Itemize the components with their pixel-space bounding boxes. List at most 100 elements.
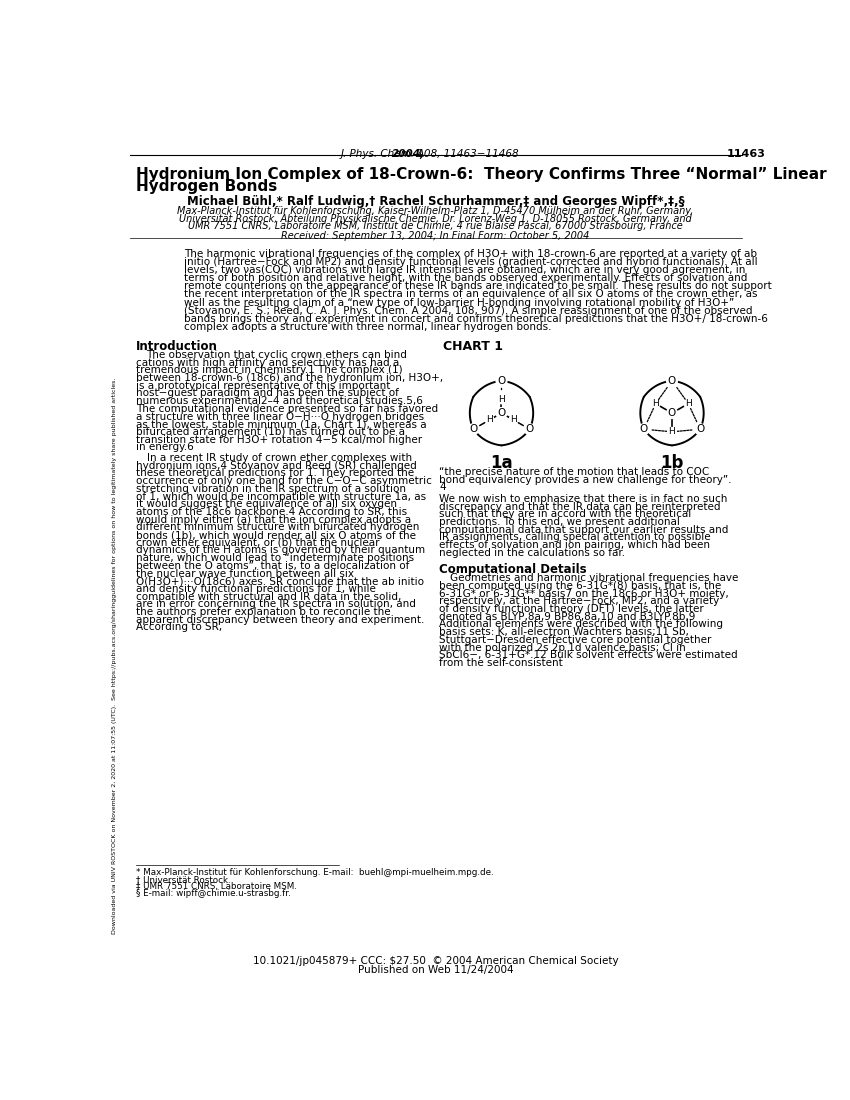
Text: O: O (640, 425, 648, 435)
Circle shape (524, 424, 536, 434)
Text: H: H (486, 416, 493, 425)
Circle shape (666, 408, 677, 418)
Text: between the O atoms”, that is, to a delocalization of: between the O atoms”, that is, to a delo… (136, 561, 409, 571)
Text: a structure with three linear O−H···O hydrogen bridges: a structure with three linear O−H···O hy… (136, 411, 424, 421)
Text: predictions. To this end, we present additional: predictions. To this end, we present add… (439, 517, 680, 527)
Text: dynamics of the H atoms is governed by their quantum: dynamics of the H atoms is governed by t… (136, 546, 425, 556)
Circle shape (666, 375, 677, 386)
Text: tremendous impact in chemistry.1 The complex (1): tremendous impact in chemistry.1 The com… (136, 365, 402, 375)
Text: ‡ UMR 7551 CNRS, Laboratoire MSM.: ‡ UMR 7551 CNRS, Laboratoire MSM. (136, 882, 297, 891)
Text: H: H (685, 399, 692, 408)
Text: of density functional theory (DFT) levels, the latter: of density functional theory (DFT) level… (439, 604, 705, 614)
Text: well as the resulting claim of a “new type of low-barrier H-bonding involving ro: well as the resulting claim of a “new ty… (184, 297, 734, 308)
Text: nature, which would lead to “indeterminate positions: nature, which would lead to “indetermina… (136, 553, 414, 563)
Text: Published on Web 11/24/2004: Published on Web 11/24/2004 (358, 965, 513, 975)
Text: host−guest paradigm and has been the subject of: host−guest paradigm and has been the sub… (136, 388, 399, 398)
Text: compatible with structural and IR data in the solid,: compatible with structural and IR data i… (136, 592, 401, 602)
Text: initio (Hartree−Fock and MP2) and density functional levels (gradient-corrected : initio (Hartree−Fock and MP2) and densit… (184, 257, 757, 267)
Text: crown ether equivalent, or (b) that the nuclear: crown ether equivalent, or (b) that the … (136, 538, 379, 548)
Text: In a recent IR study of crown ether complexes with: In a recent IR study of crown ether comp… (146, 453, 411, 463)
Text: † Universität Rostock.: † Universität Rostock. (136, 876, 230, 884)
Circle shape (638, 424, 649, 434)
Text: numerous experimental2–4 and theoretical studies.5,6: numerous experimental2–4 and theoretical… (136, 396, 422, 406)
Text: Additional elements were described with the following: Additional elements were described with … (439, 619, 723, 629)
Circle shape (509, 416, 518, 425)
Text: apparent discrepancy between theory and experiment.: apparent discrepancy between theory and … (136, 615, 424, 625)
Text: According to SR,: According to SR, (136, 623, 222, 632)
Text: computational data that support our earlier results and: computational data that support our earl… (439, 525, 728, 535)
Text: complex adopts a structure with three normal, linear hydrogen bonds.: complex adopts a structure with three no… (184, 322, 552, 332)
Text: effects of solvation and ion pairing, which had been: effects of solvation and ion pairing, wh… (439, 540, 711, 550)
Text: are in error concerning the IR spectra in solution, and: are in error concerning the IR spectra i… (136, 600, 416, 609)
Text: in energy.6: in energy.6 (136, 442, 194, 452)
Text: Michael Bühl,* Ralf Ludwig,† Rachel Schurhammer,‡ and Georges Wipff*,‡,§: Michael Bühl,* Ralf Ludwig,† Rachel Schu… (187, 195, 684, 208)
Text: Hydrogen Bonds: Hydrogen Bonds (136, 179, 277, 194)
Text: the authors prefer explanation b to reconcile the: the authors prefer explanation b to reco… (136, 607, 390, 617)
Text: SbCl6−, 6-31+G*.12 Bulk solvent effects were estimated: SbCl6−, 6-31+G*.12 Bulk solvent effects … (439, 650, 738, 660)
Text: 6-31G* or 6-31G** basis7 on the 18c6 or H3O+ moiety,: 6-31G* or 6-31G** basis7 on the 18c6 or … (439, 588, 729, 598)
Text: The computational evidence presented so far has favored: The computational evidence presented so … (136, 404, 438, 414)
Circle shape (496, 408, 507, 418)
Circle shape (668, 428, 677, 436)
Text: is a prototypical representative of this important: is a prototypical representative of this… (136, 381, 390, 390)
Text: bands brings theory and experiment in concert and confirms theoretical predictio: bands brings theory and experiment in co… (184, 314, 768, 323)
Text: denoted as BLYP,8a,9 BP86,8a,10 and B3LYP.8b,9: denoted as BLYP,8a,9 BP86,8a,10 and B3LY… (439, 612, 696, 621)
Text: * Max-Planck-Institut für Kohlenforschung. E-mail:  buehl@mpi-muelheim.mpg.de.: * Max-Planck-Institut für Kohlenforschun… (136, 868, 493, 877)
Text: We now wish to emphasize that there is in fact no such: We now wish to emphasize that there is i… (439, 494, 728, 504)
Text: bond equivalency provides a new challenge for theory”.: bond equivalency provides a new challeng… (439, 475, 732, 485)
Text: The harmonic vibrational frequencies of the complex of H3O+ with 18-crown-6 are : The harmonic vibrational frequencies of … (184, 249, 757, 258)
Text: CHART 1: CHART 1 (444, 340, 503, 353)
Text: O: O (525, 425, 534, 435)
Text: would imply either (a) that the ion complex adopts a: would imply either (a) that the ion comp… (136, 515, 411, 525)
Text: 1b: 1b (660, 454, 683, 472)
Text: Max-Planck-Institut für Kohlenforschung, Kaiser-Wilhelm-Platz 1, D-45470 Mülheim: Max-Planck-Institut für Kohlenforschung,… (178, 206, 694, 216)
Circle shape (497, 395, 506, 404)
Text: H: H (669, 427, 676, 437)
Text: § E-mail: wipff@chimie.u-strasbg.fr.: § E-mail: wipff@chimie.u-strasbg.fr. (136, 889, 291, 898)
Text: cations with high affinity and selectivity has had a: cations with high affinity and selectivi… (136, 358, 399, 367)
Text: basis sets: K, all-electron Wachters basis;11 Sb,: basis sets: K, all-electron Wachters bas… (439, 627, 689, 637)
Text: O: O (696, 425, 705, 435)
Text: occurrence of only one band for the C−O−C asymmetric: occurrence of only one band for the C−O−… (136, 476, 432, 486)
Text: H: H (498, 395, 505, 404)
Text: remote counterions on the appearance of these IR bands are indicated to be small: remote counterions on the appearance of … (184, 282, 772, 292)
Text: O(H3O+)···O(18c6) axes. SR conclude that the ab initio: O(H3O+)···O(18c6) axes. SR conclude that… (136, 576, 423, 586)
Text: H: H (652, 399, 659, 408)
Text: (Stoyanov, E. S.; Reed, C. A. J. Phys. Chem. A 2004, 108, 907). A simple reassig: (Stoyanov, E. S.; Reed, C. A. J. Phys. C… (184, 306, 752, 316)
Text: neglected in the calculations so far.: neglected in the calculations so far. (439, 548, 626, 558)
Text: it would suggest the equivalence of all six oxygen: it would suggest the equivalence of all … (136, 499, 397, 509)
Text: O: O (668, 408, 676, 418)
Text: H: H (510, 416, 517, 425)
Text: terms of both position and relative height, with the bands observed experimental: terms of both position and relative heig… (184, 273, 747, 284)
Text: Stuttgart−Dresden effective core potential together: Stuttgart−Dresden effective core potenti… (439, 635, 711, 645)
Text: 4: 4 (439, 482, 446, 493)
Circle shape (684, 399, 693, 408)
Text: O: O (497, 408, 506, 418)
Text: “the precise nature of the motion that leads to COC: “the precise nature of the motion that l… (439, 466, 710, 477)
Text: bonds (1b), which would render all six O atoms of the: bonds (1b), which would render all six O… (136, 530, 416, 540)
Text: such that they are in accord with the theoretical: such that they are in accord with the th… (439, 509, 692, 519)
Circle shape (496, 375, 507, 386)
Text: Downloaded via UNIV ROSTOCK on November 2, 2020 at 11:07:55 (UTC).  See https://: Downloaded via UNIV ROSTOCK on November … (112, 377, 117, 934)
Text: levels, two νas(COC) vibrations with large IR intensities are obtained, which ar: levels, two νas(COC) vibrations with lar… (184, 265, 745, 275)
Text: and density functional predictions for 1, while: and density functional predictions for 1… (136, 584, 376, 594)
Text: these theoretical predictions for 1. They reported the: these theoretical predictions for 1. The… (136, 469, 414, 478)
Text: IR assignments, calling special attention to possible: IR assignments, calling special attentio… (439, 532, 711, 542)
Circle shape (485, 416, 494, 425)
Text: between 18-crown-6 (18c6) and the hydronium ion, H3O+,: between 18-crown-6 (18c6) and the hydron… (136, 373, 443, 383)
Text: Received: September 13, 2004; In Final Form: October 5, 2004: Received: September 13, 2004; In Final F… (281, 231, 590, 241)
Text: O: O (497, 376, 506, 386)
Text: from the self-consistent: from the self-consistent (439, 658, 564, 668)
Text: the nuclear wave function between all six: the nuclear wave function between all si… (136, 569, 354, 579)
Text: Introduction: Introduction (136, 340, 218, 353)
Text: discrepancy and that the IR data can be reinterpreted: discrepancy and that the IR data can be … (439, 502, 721, 512)
Text: of 1, which would be incompatible with structure 1a, as: of 1, which would be incompatible with s… (136, 492, 426, 502)
Text: Hydronium Ion Complex of 18-Crown-6:  Theory Confirms Three “Normal” Linear: Hydronium Ion Complex of 18-Crown-6: The… (136, 167, 826, 183)
Text: respectively, at the Hartree−Fock, MP2, and a variety: respectively, at the Hartree−Fock, MP2, … (439, 596, 720, 606)
Text: hydronium ions,4 Stoyanov and Reed (SR) challenged: hydronium ions,4 Stoyanov and Reed (SR) … (136, 461, 416, 471)
Text: atoms of the 18c6 backbone.4 According to SR, this: atoms of the 18c6 backbone.4 According t… (136, 507, 407, 517)
Text: different minimum structure with bifurcated hydrogen: different minimum structure with bifurca… (136, 522, 419, 532)
Text: 108, 11463−11468: 108, 11463−11468 (414, 148, 518, 158)
Text: The observation that cyclic crown ethers can bind: The observation that cyclic crown ethers… (146, 350, 407, 360)
Text: UMR 7551 CNRS, Laboratoire MSM, Institut de Chimie, 4 rue Blaise Pascal, 67000 S: UMR 7551 CNRS, Laboratoire MSM, Institut… (188, 221, 683, 231)
